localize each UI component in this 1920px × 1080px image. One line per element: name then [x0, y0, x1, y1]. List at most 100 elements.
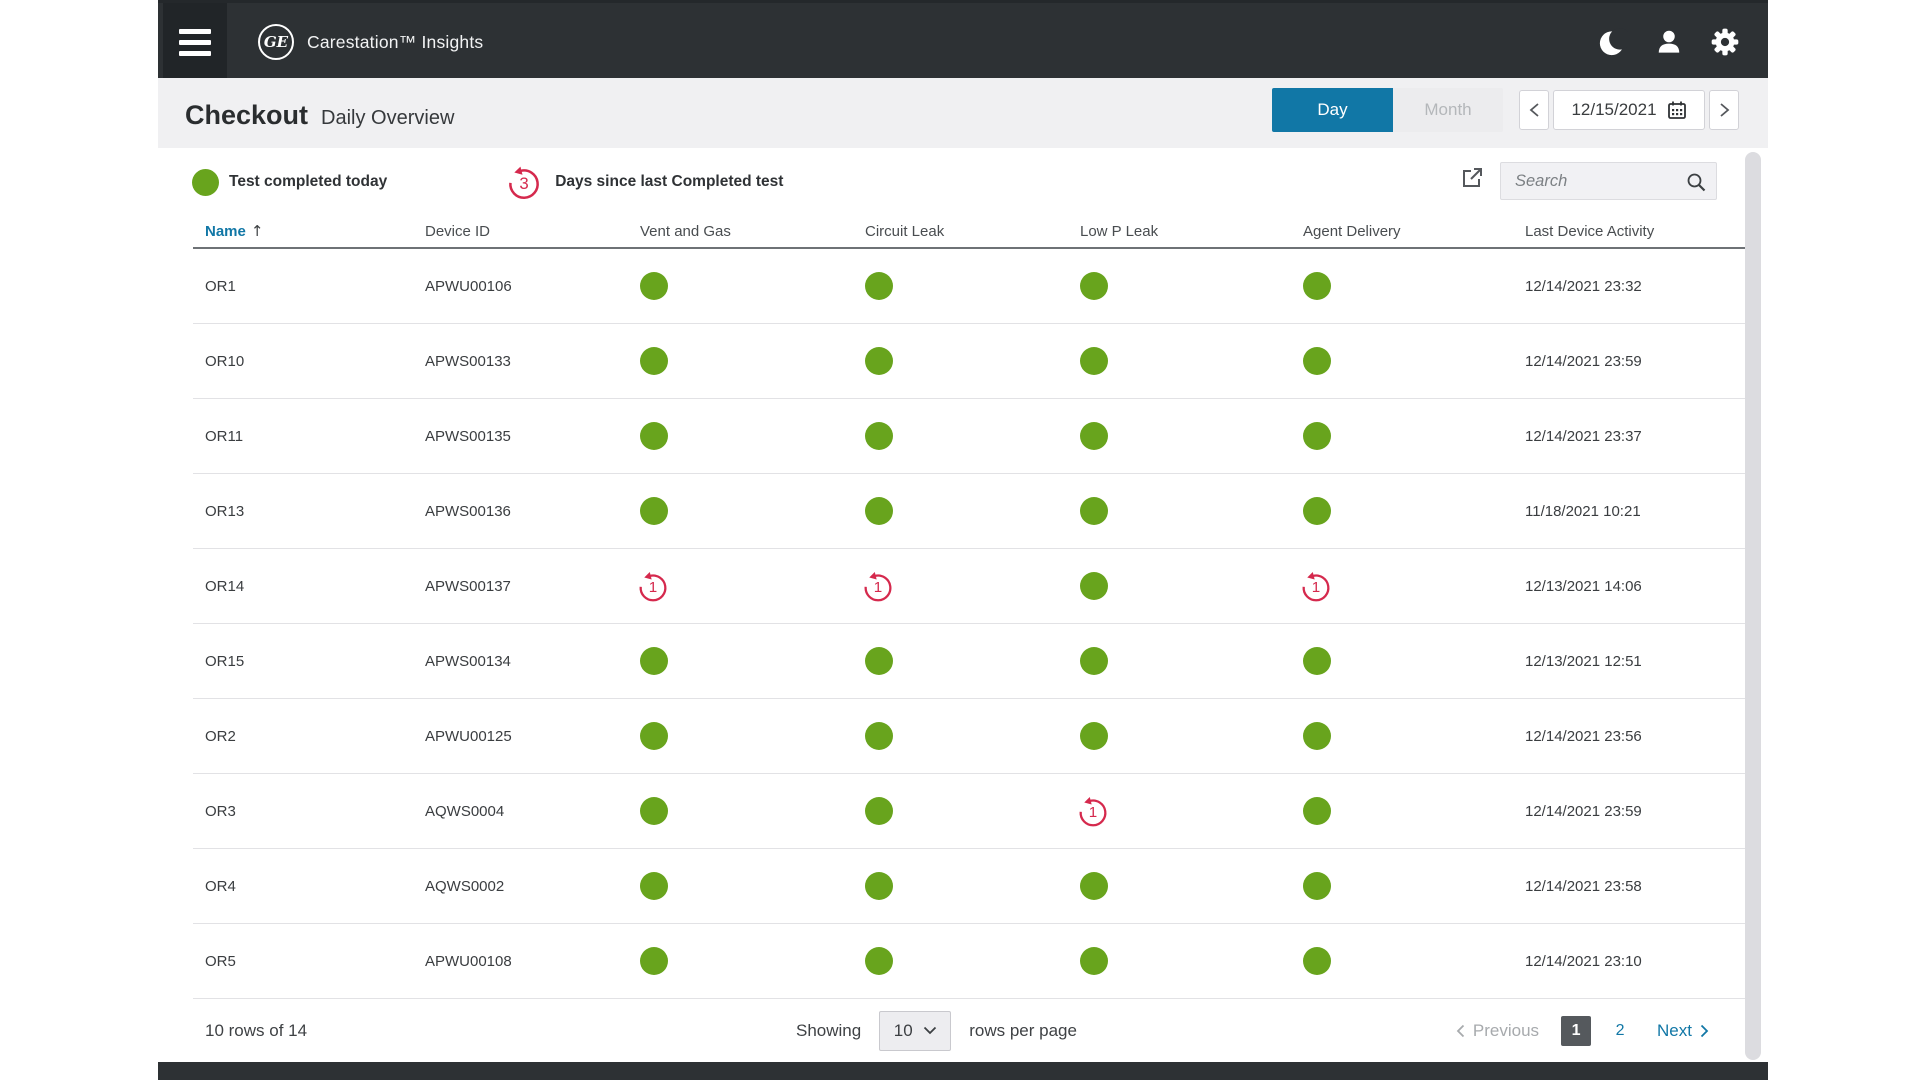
table-row[interactable]: OR1 APWU00106 12/14/2021 23:32	[193, 249, 1745, 324]
settings-button[interactable]	[1708, 25, 1742, 59]
previous-page-button[interactable]: Previous	[1456, 1021, 1539, 1041]
device-id: APWU00106	[425, 277, 512, 295]
next-page-button[interactable]: Next	[1657, 1021, 1709, 1041]
last-device-activity: 12/14/2021 23:10	[1525, 952, 1642, 970]
test-completed-icon	[865, 722, 893, 750]
last-device-activity: 11/18/2021 10:21	[1525, 502, 1641, 520]
column-header-device-id[interactable]: Device ID	[425, 222, 491, 240]
test-completed-icon	[1303, 947, 1331, 975]
status-low-p-leak	[1068, 497, 1291, 525]
chevron-down-icon	[923, 1026, 936, 1035]
top-bar: GE Carestation™ Insights	[158, 0, 1768, 81]
rows-per-page-value: 10	[893, 1020, 913, 1040]
table-row[interactable]: OR13 APWS00136 11/18/2021 10:21	[193, 474, 1745, 549]
user-account-button[interactable]	[1652, 25, 1686, 59]
test-completed-icon	[1303, 647, 1331, 675]
test-completed-icon	[1303, 272, 1331, 300]
svg-text:1: 1	[1089, 804, 1097, 821]
status-vent-and-gas	[628, 947, 853, 975]
table-row[interactable]: OR2 APWU00125 12/14/2021 23:56	[193, 699, 1745, 774]
test-completed-icon	[865, 422, 893, 450]
search-input[interactable]	[1501, 163, 1716, 199]
column-header-circuit-leak[interactable]: Circuit Leak	[865, 222, 945, 240]
test-completed-icon	[1080, 872, 1108, 900]
test-completed-icon	[865, 647, 893, 675]
last-device-activity: 12/14/2021 23:37	[1525, 427, 1642, 445]
test-completed-icon	[865, 797, 893, 825]
status-vent-and-gas	[628, 797, 853, 825]
date-picker[interactable]: 12/15/2021	[1553, 90, 1705, 130]
next-date-button[interactable]	[1709, 90, 1739, 130]
table-row[interactable]: OR5 APWU00108 12/14/2021 23:10	[193, 924, 1745, 999]
test-completed-icon	[640, 497, 668, 525]
status-circuit-leak: 1	[853, 567, 1068, 605]
device-name: OR5	[205, 952, 236, 970]
device-name: OR13	[205, 502, 245, 520]
dark-mode-toggle-button[interactable]	[1596, 25, 1630, 59]
status-vent-and-gas	[628, 497, 853, 525]
status-agent-delivery	[1291, 872, 1513, 900]
status-circuit-leak	[853, 722, 1068, 750]
day-toggle-button[interactable]: Day	[1272, 88, 1393, 132]
page-button-1[interactable]: 1	[1561, 1015, 1592, 1046]
table-row[interactable]: OR15 APWS00134 12/13/2021 12:51	[193, 624, 1745, 699]
table-row[interactable]: OR14 APWS00137 1 1 1 12/13/2021 14:06	[193, 549, 1745, 624]
days-since-test-icon: 1	[1079, 797, 1107, 827]
column-header-name[interactable]: Name ↑	[205, 222, 264, 240]
last-device-activity: 12/14/2021 23:56	[1525, 727, 1642, 745]
device-name: OR2	[205, 727, 236, 745]
chevron-right-icon	[1719, 103, 1729, 117]
chevron-left-icon	[1529, 103, 1539, 117]
status-circuit-leak	[853, 347, 1068, 375]
table-row[interactable]: OR4 AQWS0002 12/14/2021 23:58	[193, 849, 1745, 924]
status-vent-and-gas: 1	[628, 567, 853, 605]
page-subtitle: Daily Overview	[321, 107, 455, 129]
chevron-left-icon	[1456, 1024, 1465, 1037]
status-low-p-leak	[1068, 872, 1291, 900]
table-row[interactable]: OR10 APWS00133 12/14/2021 23:59	[193, 324, 1745, 399]
chevron-right-icon	[1700, 1024, 1709, 1037]
svg-text:1: 1	[874, 579, 882, 596]
days-since-test-icon: 1	[639, 572, 667, 602]
column-header-agent-delivery[interactable]: Agent Delivery	[1303, 222, 1401, 240]
last-device-activity: 12/14/2021 23:59	[1525, 802, 1642, 820]
search-box	[1500, 162, 1717, 200]
column-header-vent-and-gas[interactable]: Vent and Gas	[640, 222, 731, 240]
test-completed-icon	[640, 422, 668, 450]
month-toggle-button[interactable]: Month	[1393, 88, 1503, 132]
table-row[interactable]: OR11 APWS00135 12/14/2021 23:37	[193, 399, 1745, 474]
table-row[interactable]: OR3 AQWS0004 1 12/14/2021 23:59	[193, 774, 1745, 849]
svg-text:1: 1	[1312, 579, 1320, 596]
test-completed-legend-label: Test completed today	[229, 173, 388, 190]
status-low-p-leak	[1068, 272, 1291, 300]
app-title: Carestation™ Insights	[307, 31, 484, 52]
device-id: AQWS0004	[425, 802, 505, 820]
hamburger-icon	[179, 28, 211, 34]
rows-per-page-select[interactable]: 10	[879, 1010, 952, 1051]
status-agent-delivery	[1291, 722, 1513, 750]
vertical-scrollbar[interactable]	[1745, 152, 1761, 1060]
status-circuit-leak	[853, 497, 1068, 525]
status-low-p-leak	[1068, 347, 1291, 375]
column-header-last-device-activity[interactable]: Last Device Activity	[1525, 222, 1655, 240]
previous-date-button[interactable]	[1519, 90, 1549, 130]
status-vent-and-gas	[628, 722, 853, 750]
page-button-2[interactable]: 2	[1615, 1021, 1625, 1039]
test-completed-icon	[1080, 947, 1108, 975]
status-agent-delivery	[1291, 272, 1513, 300]
device-name: OR15	[205, 652, 245, 670]
days-since-test-legend-label: Days since last Completed test	[555, 173, 784, 190]
status-circuit-leak	[853, 797, 1068, 825]
person-icon	[1658, 30, 1680, 53]
export-button[interactable]	[1458, 164, 1486, 192]
test-completed-icon	[1080, 347, 1108, 375]
search-icon[interactable]	[1684, 170, 1708, 194]
status-vent-and-gas	[628, 872, 853, 900]
test-completed-icon	[640, 872, 668, 900]
svg-text:3: 3	[520, 174, 529, 193]
status-legend: Test completed today 3 Days since last C…	[192, 160, 783, 204]
status-circuit-leak	[853, 947, 1068, 975]
hamburger-menu-button[interactable]	[163, 3, 227, 81]
column-header-low-p-leak[interactable]: Low P Leak	[1080, 222, 1159, 240]
